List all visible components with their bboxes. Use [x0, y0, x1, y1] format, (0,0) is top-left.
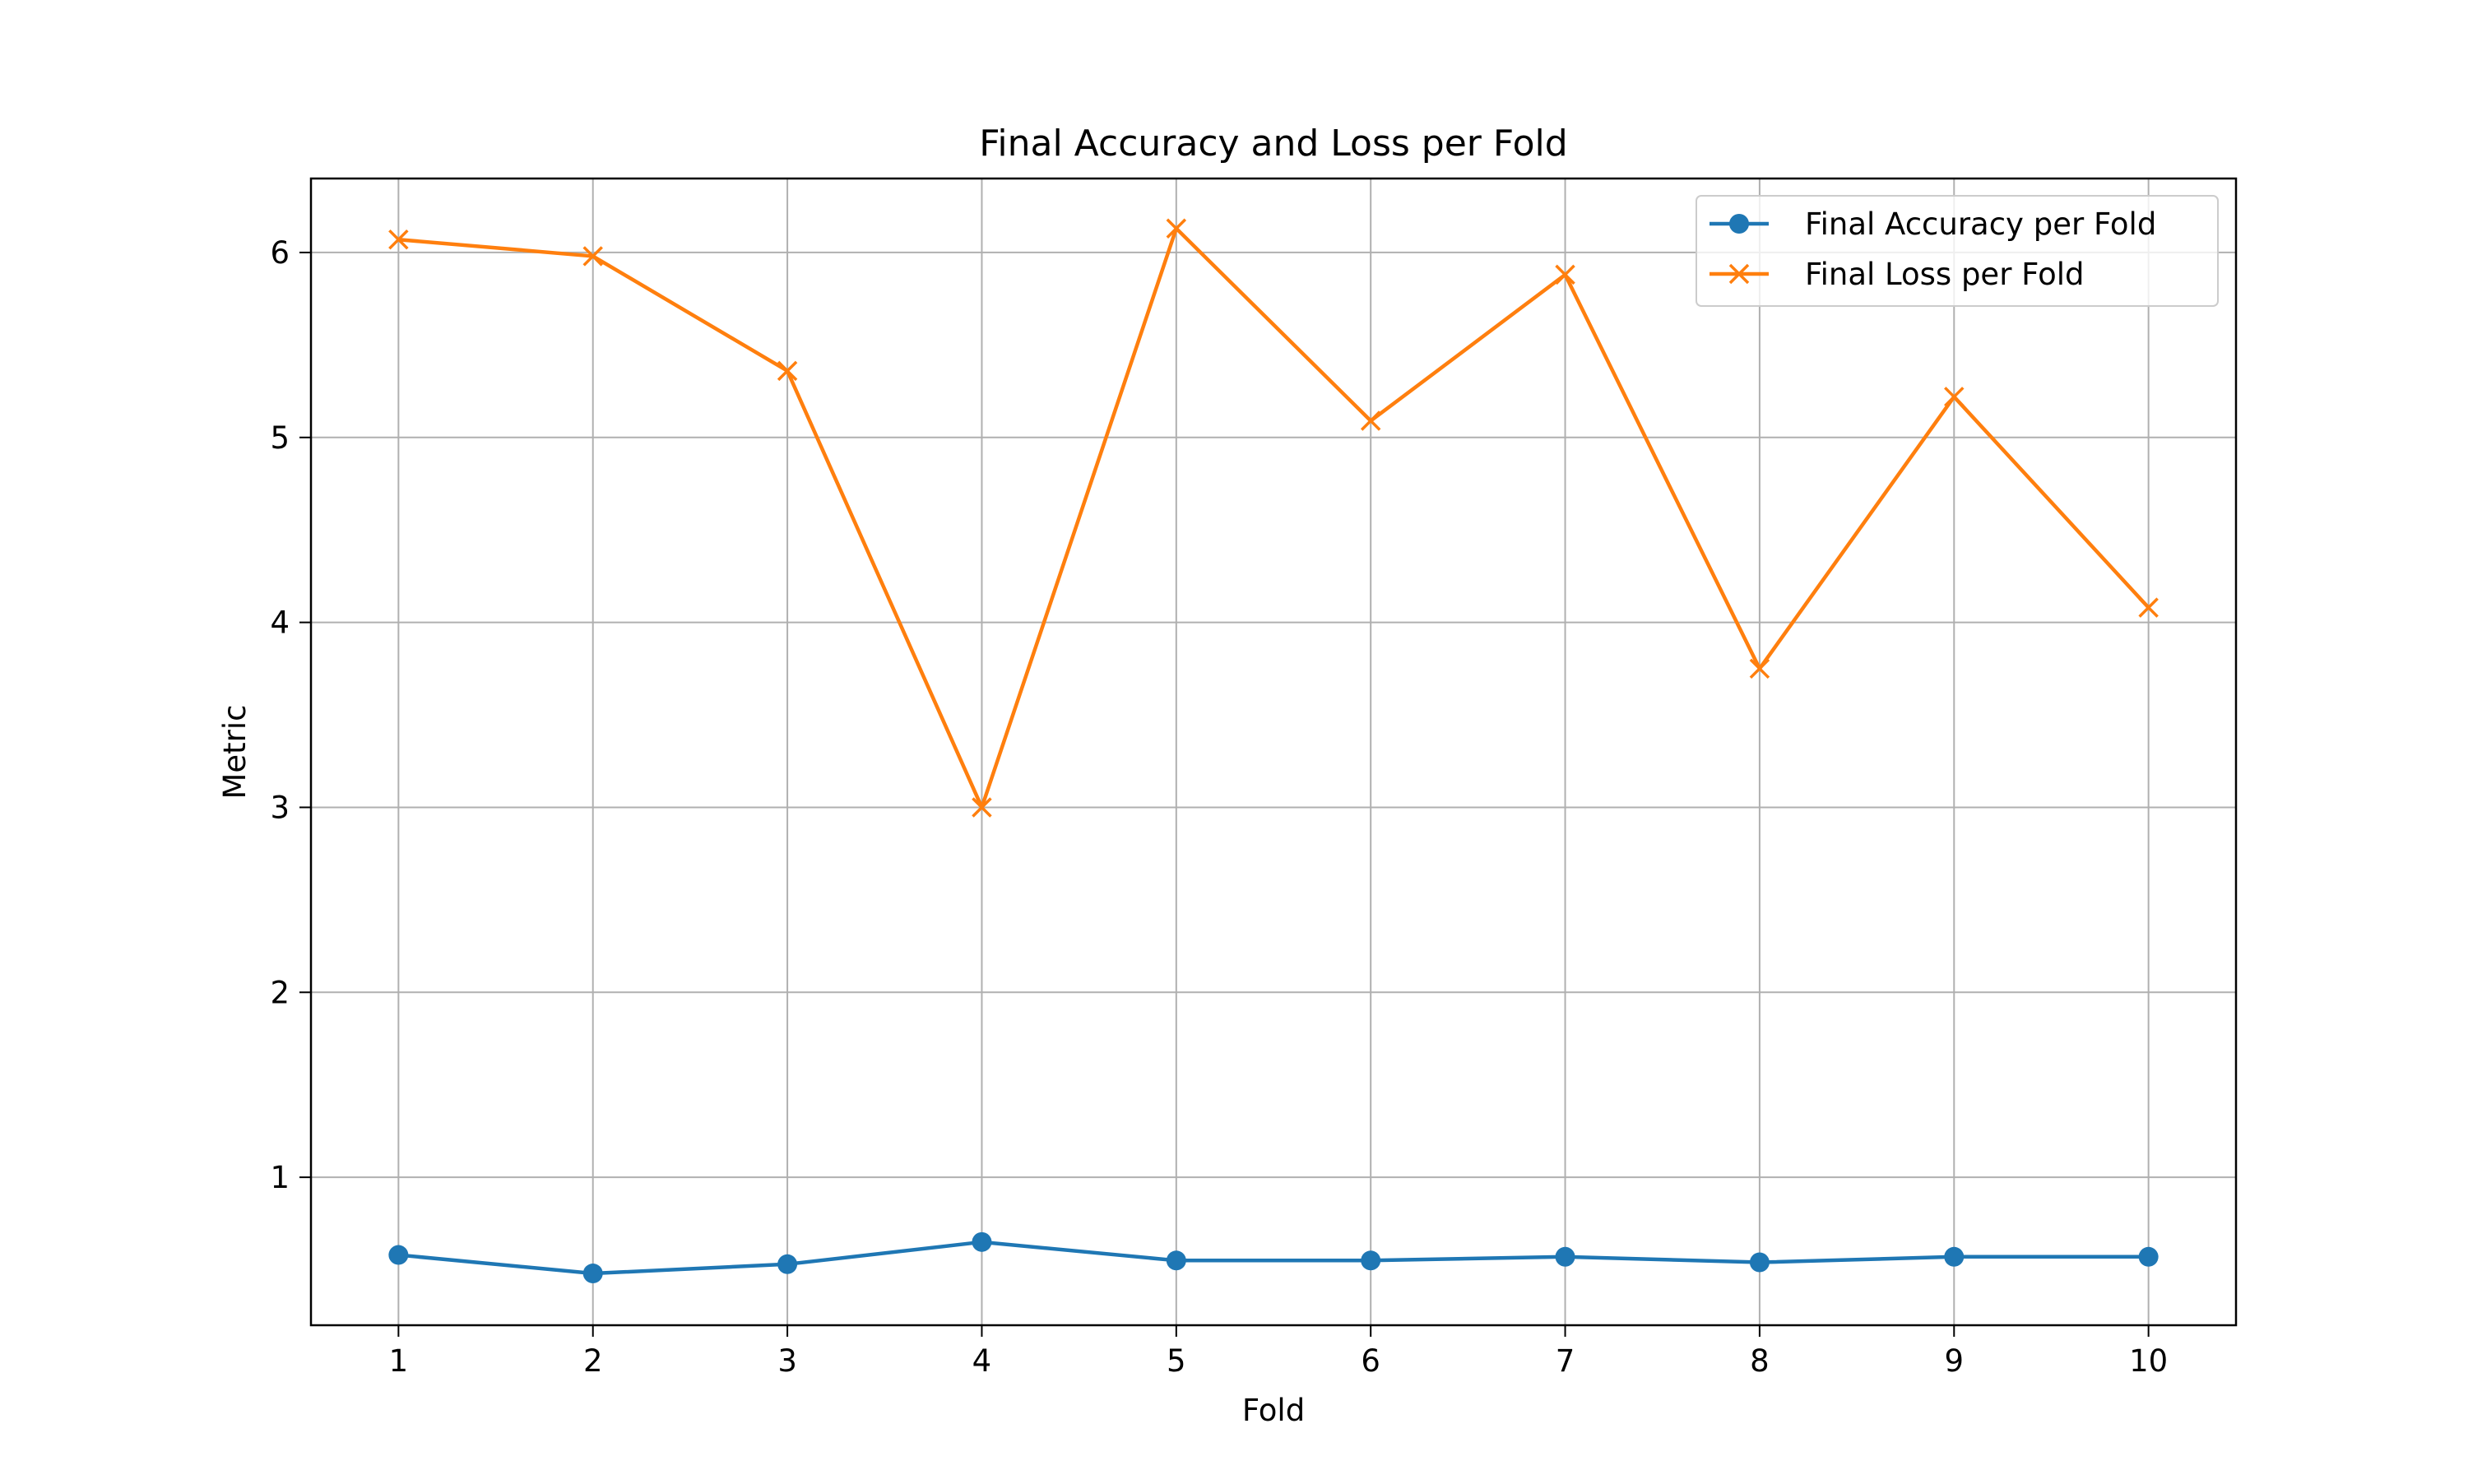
- data-point: [1555, 1246, 1575, 1267]
- y-tick-label: 6: [270, 235, 290, 271]
- data-point: [1166, 1250, 1186, 1271]
- x-tick-label: 3: [777, 1343, 797, 1379]
- series-lines: [388, 218, 2159, 1284]
- y-tick-label: 4: [270, 605, 290, 641]
- data-point: [972, 1231, 992, 1252]
- data-point: [777, 1254, 798, 1274]
- legend-marker: [1728, 263, 1750, 285]
- x-tick-label: 9: [1944, 1343, 1964, 1379]
- legend: Final Accuracy per Fold Final Loss per Fo…: [1696, 195, 2219, 307]
- data-point: [1360, 410, 1381, 431]
- legend-box: [1696, 195, 2219, 307]
- data-point: [1361, 1250, 1381, 1271]
- x-tick-label: 2: [583, 1343, 603, 1379]
- data-point: [1749, 658, 1770, 679]
- data-point: [582, 246, 603, 267]
- x-tick-label: 4: [972, 1343, 992, 1379]
- legend-label: Final Loss per Fold: [1805, 257, 2085, 292]
- x-tick-label: 1: [389, 1343, 409, 1379]
- data-point: [777, 360, 798, 382]
- series-line-1: [398, 1240, 2149, 1276]
- series-line-2: [398, 226, 2150, 809]
- data-point: [1555, 264, 1575, 285]
- plot-frame: [309, 177, 2238, 1327]
- data-point: [388, 229, 409, 250]
- data-point: [1944, 387, 1965, 407]
- x-tick-label: 6: [1361, 1343, 1380, 1379]
- data-point: [1944, 1246, 1965, 1267]
- y-tick-label: 1: [270, 1160, 290, 1195]
- data-point: [2138, 597, 2159, 618]
- axis-ticks: 1 2 3 4 5 6 7 8 9 10 1 2 3 4 5 6: [270, 235, 2168, 1379]
- x-tick-label: 10: [2129, 1343, 2168, 1379]
- data-point: [388, 1245, 409, 1265]
- data-point: [2138, 1246, 2159, 1267]
- x-axis-label: Fold: [1242, 1393, 1305, 1428]
- y-tick-label: 5: [270, 420, 290, 456]
- data-point: [1166, 218, 1187, 239]
- y-tick-label: 3: [270, 790, 290, 825]
- y-tick-label: 2: [270, 975, 290, 1010]
- legend-label: Final Accuracy per Fold: [1805, 206, 2156, 242]
- data-point: [972, 797, 992, 818]
- chart-title: Final Accuracy and Loss per Fold: [979, 123, 1567, 165]
- x-tick-label: 7: [1556, 1343, 1575, 1379]
- x-tick-label: 5: [1167, 1343, 1186, 1379]
- data-point: [582, 1264, 603, 1284]
- legend-marker: [1729, 214, 1749, 234]
- x-tick-label: 8: [1750, 1343, 1770, 1379]
- y-axis-label: Metric: [217, 704, 253, 799]
- data-point: [1749, 1252, 1770, 1273]
